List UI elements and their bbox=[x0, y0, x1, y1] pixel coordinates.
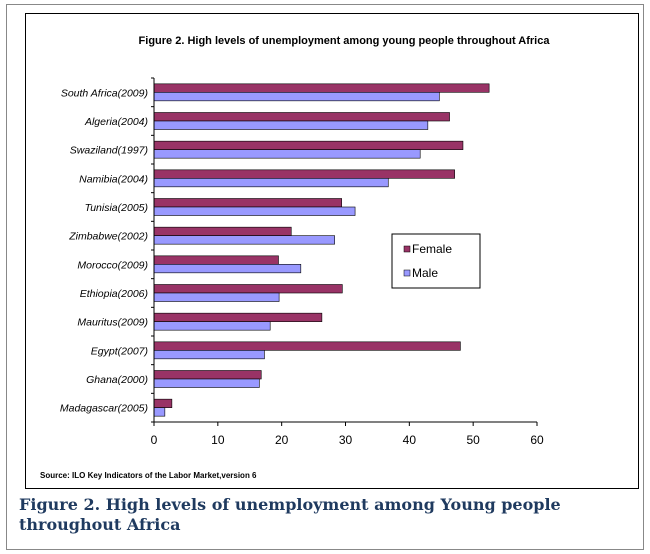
legend-label-male: Male bbox=[412, 266, 438, 280]
bar-male-3 bbox=[153, 178, 389, 188]
category-label: Swaziland(1997) bbox=[70, 145, 148, 157]
bar-female-10 bbox=[153, 370, 262, 380]
legend-swatch-female bbox=[403, 245, 411, 253]
bar-female-9 bbox=[153, 341, 461, 351]
category-label: Mauritus(2009) bbox=[77, 317, 148, 329]
bar-female-0 bbox=[153, 83, 490, 93]
category-label: Egypt(2007) bbox=[91, 345, 148, 357]
category-label: Morocco(2009) bbox=[77, 259, 148, 271]
plot-area: South Africa(2009) Algeria(2004) Swaziland… bbox=[60, 77, 544, 447]
bar-female-5 bbox=[153, 226, 292, 236]
bar-female-8 bbox=[153, 312, 323, 322]
bar-female-6 bbox=[153, 255, 279, 265]
legend-box bbox=[391, 233, 481, 289]
chart-container: Figure 2. High levels of unemployment am… bbox=[25, 13, 639, 489]
x-tick-label: 40 bbox=[403, 433, 417, 447]
x-tick-label: 20 bbox=[275, 433, 289, 447]
category-label: Ghana(2000) bbox=[86, 374, 148, 386]
bar-male-8 bbox=[153, 321, 271, 331]
bar-female-3 bbox=[153, 169, 455, 179]
x-tick-label: 50 bbox=[466, 433, 480, 447]
bar-female-2 bbox=[153, 140, 464, 150]
category-label: Zimbabwe(2002) bbox=[68, 231, 148, 243]
bar-male-10 bbox=[153, 378, 260, 388]
bar-female-4 bbox=[153, 198, 342, 208]
category-label: Namibia(2004) bbox=[79, 173, 148, 185]
category-label: Ethiopia(2006) bbox=[80, 288, 148, 300]
x-tick-label: 60 bbox=[530, 433, 544, 447]
bar-male-9 bbox=[153, 350, 265, 360]
chart-title: Figure 2. High levels of unemployment am… bbox=[139, 35, 551, 47]
bar-chart: Figure 2. High levels of unemployment am… bbox=[40, 35, 551, 480]
figure-frame: Figure 2. High levels of unemployment am… bbox=[6, 4, 644, 550]
category-label: Madagascar(2005) bbox=[60, 403, 148, 415]
bar-male-2 bbox=[153, 149, 421, 159]
bar-female-7 bbox=[153, 284, 343, 294]
bar-male-7 bbox=[153, 292, 280, 302]
category-label: Algeria(2004) bbox=[84, 116, 148, 128]
bar-male-5 bbox=[153, 235, 335, 245]
bar-male-4 bbox=[153, 206, 356, 216]
legend-swatch-male bbox=[403, 269, 411, 277]
category-label: South Africa(2009) bbox=[61, 87, 148, 99]
x-tick-label: 0 bbox=[151, 433, 158, 447]
bar-male-0 bbox=[153, 92, 440, 102]
bar-female-11 bbox=[153, 398, 173, 408]
bar-male-11 bbox=[153, 407, 166, 417]
legend-label-female: Female bbox=[412, 242, 452, 256]
legend: Female Male bbox=[391, 233, 481, 289]
bar-female-1 bbox=[153, 112, 450, 122]
bar-male-1 bbox=[153, 120, 429, 130]
x-tick-label: 10 bbox=[211, 433, 225, 447]
x-tick-label: 30 bbox=[339, 433, 353, 447]
category-label: Tunisia(2005) bbox=[85, 202, 148, 214]
bar-male-6 bbox=[153, 264, 302, 274]
figure-caption: Figure 2. High levels of unemployment am… bbox=[19, 495, 561, 534]
chart-source: Source: ILO Key Indicators of the Labor … bbox=[40, 471, 257, 480]
